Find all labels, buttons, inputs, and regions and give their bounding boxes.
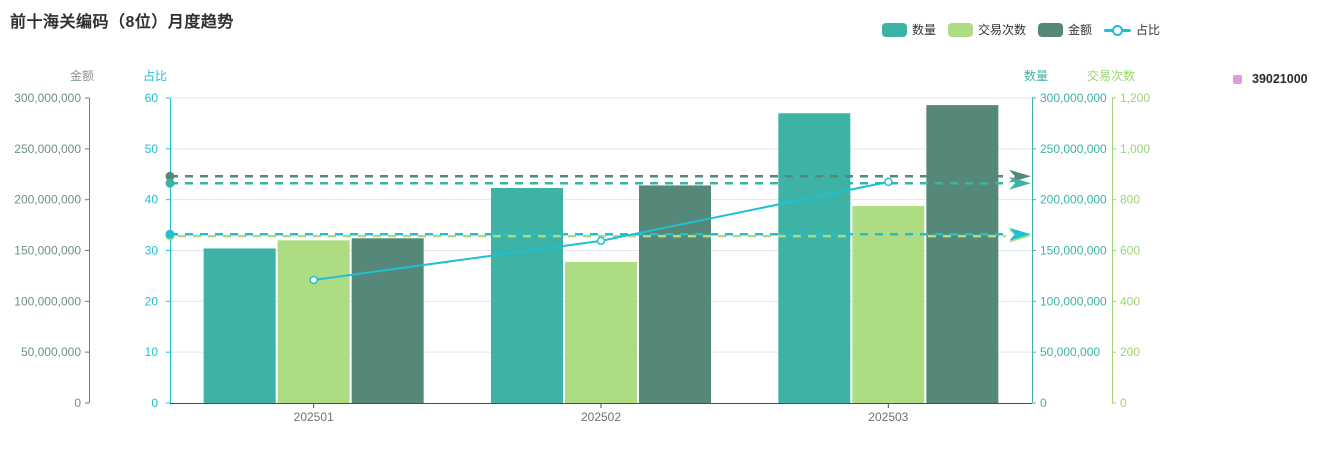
bar-qty-202503[interactable]: [778, 113, 851, 403]
y-axis-txn-label: 200: [1120, 345, 1140, 359]
y-axis-ratio-name: 占比: [143, 68, 167, 83]
y-axis-ratio-label: 50: [145, 142, 159, 156]
legend-item-amount[interactable]: 金额: [1038, 21, 1092, 38]
legend-label-amount: 金额: [1068, 23, 1093, 37]
y-axis-ratio-label: 20: [145, 294, 159, 308]
y-axis-amount-label: 200,000,000: [14, 193, 81, 207]
x-axis-label: 202502: [581, 410, 621, 424]
y-axis-amount-label: 0: [74, 396, 81, 410]
bar-txn-202503[interactable]: [852, 206, 925, 403]
y-axis-qty-label: 150,000,000: [1040, 244, 1107, 258]
y-axis-qty-label: 250,000,000: [1040, 142, 1107, 156]
bar-amount-202501[interactable]: [351, 238, 424, 403]
y-axis-ratio-label: 40: [145, 193, 159, 207]
chart-title: 前十海关编码（8位）月度趋势: [10, 14, 234, 31]
bar-txn-202501[interactable]: [277, 240, 350, 403]
legend-label-txn: 交易次数: [978, 23, 1027, 37]
y-axis-txn-label: 0: [1120, 396, 1127, 410]
avg-markline-start-dot: [165, 171, 175, 181]
y-axis-amount-label: 300,000,000: [14, 91, 81, 105]
legend-swatch-amount: [1038, 22, 1064, 37]
avg-markline-arrow: [1009, 176, 1031, 190]
y-axis-txn-label: 1,200: [1120, 91, 1150, 105]
legend-swatch-qty: [882, 22, 907, 37]
y-axis-txn-label: 800: [1120, 193, 1140, 207]
y-axis-amount-label: 150,000,000: [14, 244, 81, 258]
y-axis-qty-name: 数量: [1024, 68, 1048, 83]
y-axis-txn-name: 交易次数: [1087, 68, 1135, 83]
ratio-point-202503[interactable]: [884, 177, 893, 187]
y-axis-txn-label: 1,000: [1120, 142, 1150, 156]
series-legend-39021000[interactable]: 39021000: [1233, 72, 1308, 86]
y-axis-qty-label: 300,000,000: [1040, 91, 1107, 105]
legend-item-ratio[interactable]: 占比: [1104, 21, 1160, 38]
ratio-point-202502[interactable]: [596, 236, 606, 246]
avg-markline-start-dot: [165, 229, 175, 239]
legend-item-txn[interactable]: 交易次数: [948, 21, 1026, 38]
x-axis-label: 202503: [868, 410, 908, 424]
y-axis-txn-label: 600: [1120, 244, 1140, 258]
bar-qty-202502[interactable]: [491, 187, 563, 403]
y-axis-ratio-label: 30: [145, 244, 159, 258]
y-axis-amount-label: 100,000,000: [14, 294, 81, 308]
x-axis-label: 202501: [294, 410, 334, 424]
y-axis-qty-label: 100,000,000: [1040, 294, 1107, 308]
avg-markline-start-dot: [165, 178, 175, 188]
y-axis-qty-label: 50,000,000: [1040, 345, 1100, 359]
legend-label-ratio: 占比: [1136, 23, 1161, 37]
legend-swatch-txn: [948, 22, 974, 37]
series-color-swatch: [1233, 74, 1242, 84]
y-axis-ratio-label: 10: [145, 345, 159, 359]
y-axis-amount-label: 250,000,000: [14, 142, 81, 156]
avg-markline-arrow: [1009, 227, 1031, 241]
y-axis-ratio-label: 60: [145, 91, 159, 105]
legend-label-qty: 数量: [912, 23, 937, 37]
bar-amount-202502[interactable]: [639, 185, 711, 403]
y-axis-amount-name: 金额: [70, 68, 94, 83]
legend-line-icon: [1104, 23, 1132, 37]
ratio-point-202501[interactable]: [309, 275, 318, 285]
legend-item-qty[interactable]: 数量: [882, 21, 936, 38]
bar-txn-202502[interactable]: [565, 261, 637, 403]
bar-qty-202501[interactable]: [203, 248, 276, 403]
y-axis-qty-label: 200,000,000: [1040, 193, 1107, 207]
series-legend-label: 39021000: [1252, 72, 1308, 86]
y-axis-amount-label: 50,000,000: [21, 345, 81, 359]
y-axis-ratio-label: 0: [151, 396, 158, 410]
y-axis-txn-label: 400: [1120, 294, 1140, 308]
chart-legend: 数量 交易次数 金额 占比: [882, 21, 1160, 38]
bar-amount-202503[interactable]: [926, 105, 999, 403]
y-axis-qty-label: 0: [1040, 396, 1047, 410]
